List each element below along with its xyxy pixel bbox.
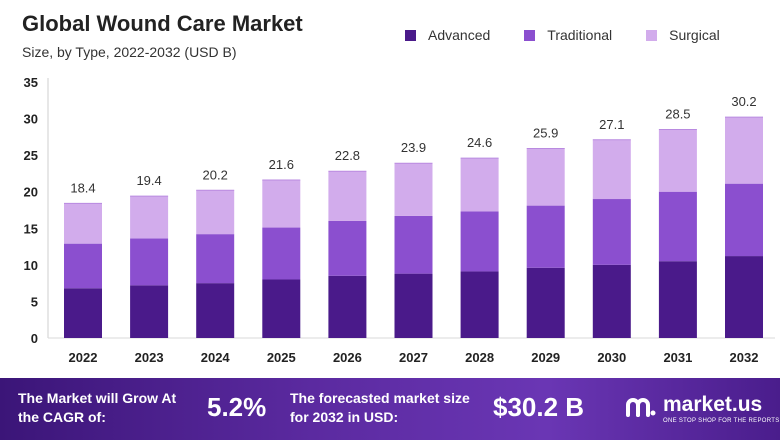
bar-segment-advanced bbox=[658, 261, 697, 338]
bar-total-label: 25.9 bbox=[533, 126, 558, 141]
x-tick-label: 2023 bbox=[135, 350, 164, 365]
forecast-value: $30.2 B bbox=[493, 392, 585, 422]
bar-segment-advanced bbox=[592, 264, 631, 338]
bar-total-label: 19.4 bbox=[136, 173, 161, 188]
footer-banner: The Market will Grow At the CAGR of: 5.2… bbox=[0, 378, 780, 440]
x-tick-label: 2028 bbox=[465, 350, 494, 365]
bar-total-label: 22.8 bbox=[335, 148, 360, 163]
x-tick-label: 2025 bbox=[267, 350, 296, 365]
bar-total-label: 30.2 bbox=[731, 94, 756, 109]
brand-logo: market.us ONE STOP SHOP FOR THE REPORTS bbox=[625, 393, 779, 433]
bar-total-label: 23.9 bbox=[401, 140, 426, 155]
bar-segment-surgical bbox=[328, 171, 367, 221]
bar-segment-traditional bbox=[658, 191, 697, 262]
y-tick-label: 20 bbox=[24, 185, 38, 200]
bar-segment-advanced bbox=[130, 285, 169, 338]
bar-segment-traditional bbox=[592, 199, 631, 265]
y-tick-label: 5 bbox=[31, 294, 38, 309]
bar-segment-advanced bbox=[394, 273, 433, 338]
bar-segment-traditional bbox=[196, 234, 235, 284]
forecast-label: The forecasted market size for 2032 in U… bbox=[290, 390, 470, 425]
chart-subtitle: Size, by Type, 2022-2032 (USD B) bbox=[22, 44, 237, 60]
bar-segment-traditional bbox=[130, 238, 169, 286]
cagr-value: 5.2% bbox=[207, 392, 267, 422]
bar-segment-surgical bbox=[262, 180, 301, 228]
cagr-label: The Market will Grow At the CAGR of: bbox=[18, 390, 177, 425]
legend-swatch-traditional bbox=[524, 29, 536, 41]
bar-segment-traditional bbox=[526, 205, 565, 268]
bar-segment-traditional bbox=[262, 227, 301, 280]
y-tick-label: 30 bbox=[24, 112, 38, 127]
bar-segment-surgical bbox=[130, 196, 169, 239]
x-tick-label: 2032 bbox=[730, 350, 759, 365]
y-tick-label: 15 bbox=[24, 221, 38, 236]
y-tick-label: 25 bbox=[24, 148, 38, 163]
brand-name: market.us bbox=[663, 393, 763, 416]
bar-segment-surgical bbox=[658, 129, 697, 192]
x-tick-label: 2027 bbox=[399, 350, 428, 365]
bar-segment-advanced bbox=[460, 271, 499, 338]
legend-item-surgical: Surgical bbox=[646, 27, 720, 43]
bar-segment-traditional bbox=[460, 211, 499, 272]
legend-label-traditional: Traditional bbox=[547, 27, 613, 43]
bar-segment-advanced bbox=[262, 279, 301, 338]
legend-label-advanced: Advanced bbox=[428, 27, 491, 43]
bar-segment-traditional bbox=[64, 243, 102, 289]
bar-total-label: 21.6 bbox=[269, 157, 294, 172]
y-tick-label: 10 bbox=[24, 258, 38, 273]
x-tick-label: 2022 bbox=[69, 350, 98, 365]
legend: Advanced Traditional Surgical bbox=[405, 27, 754, 43]
bar-segment-traditional bbox=[394, 215, 433, 274]
bar-segment-surgical bbox=[526, 148, 565, 206]
x-tick-label: 2029 bbox=[531, 350, 560, 365]
bar-total-label: 18.4 bbox=[70, 180, 95, 195]
bar-total-label: 20.2 bbox=[203, 167, 228, 182]
bar-segment-surgical bbox=[394, 163, 433, 216]
bar-segment-advanced bbox=[526, 267, 565, 338]
market-us-logo-icon bbox=[626, 398, 656, 417]
bar-segment-advanced bbox=[328, 275, 367, 338]
brand-tagline: ONE STOP SHOP FOR THE REPORTS bbox=[663, 418, 780, 424]
bar-total-label: 28.5 bbox=[665, 107, 690, 122]
bar-total-label: 24.6 bbox=[467, 135, 492, 150]
bar-segment-surgical bbox=[64, 203, 102, 244]
bar-segment-traditional bbox=[725, 183, 763, 257]
bar-segment-advanced bbox=[64, 288, 102, 338]
legend-label-surgical: Surgical bbox=[669, 27, 720, 43]
chart-title: Global Wound Care Market bbox=[22, 11, 303, 36]
bar-segment-surgical bbox=[592, 139, 631, 200]
x-tick-label: 2024 bbox=[201, 350, 231, 365]
bar-segment-surgical bbox=[460, 158, 499, 212]
y-tick-label: 0 bbox=[31, 331, 38, 346]
bar-segment-surgical bbox=[196, 190, 235, 235]
x-tick-label: 2026 bbox=[333, 350, 362, 365]
legend-swatch-advanced bbox=[405, 29, 416, 41]
bar-segment-advanced bbox=[725, 256, 763, 338]
x-tick-label: 2030 bbox=[597, 350, 626, 365]
legend-swatch-surgical bbox=[646, 29, 658, 41]
legend-item-traditional: Traditional bbox=[524, 27, 612, 43]
stacked-bar-chart: 0510152025303518.4202219.4202320.2202421… bbox=[24, 75, 775, 365]
y-tick-label: 35 bbox=[24, 75, 38, 90]
bar-segment-advanced bbox=[196, 283, 235, 338]
bar-segment-surgical bbox=[725, 117, 763, 184]
legend-item-advanced: Advanced bbox=[405, 27, 490, 43]
bar-total-label: 27.1 bbox=[599, 117, 624, 132]
x-tick-label: 2031 bbox=[663, 350, 692, 365]
bar-segment-traditional bbox=[328, 220, 367, 276]
